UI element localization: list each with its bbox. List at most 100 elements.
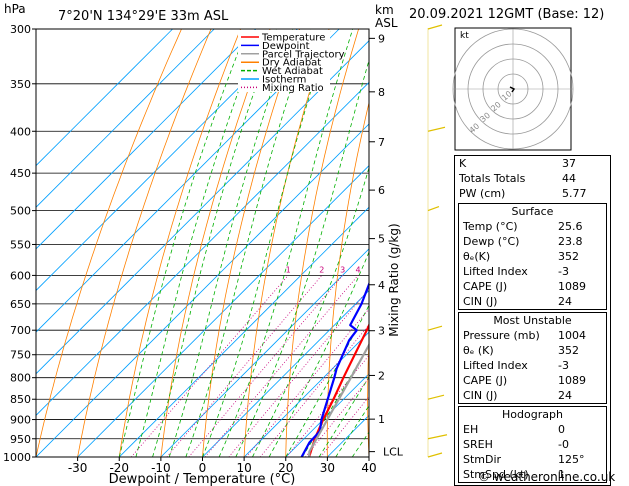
wet-adiabat [218,29,354,457]
legend-entry: Isotherm [262,75,306,86]
dry-adiabat [118,29,241,457]
index-value: 44 [562,172,576,185]
index-row: Totals Totals 44 [455,171,610,186]
hodograph-title: Hodograph [502,408,563,421]
pressure-tick-label: 600 [10,269,31,282]
wet-adiabat [202,29,331,457]
isotherm [202,289,369,457]
surface-title: Surface [511,205,554,218]
x-tick-label: 0 [199,461,207,475]
index-row: Dewp (°C) 23.8 [459,234,606,249]
index-key: CIN (J) [463,295,498,308]
hodograph-rows: EH 0 SREH -0 StmDir 125° StmSpd (kt) 1 [459,422,606,482]
index-value: 352 [558,250,579,263]
isotherm [243,331,369,457]
index-row: K 37 [455,156,610,171]
pressure-tick-label: 550 [10,238,31,251]
wind-barb [427,126,446,132]
index-key: EH [463,423,479,436]
mixing-ratio-line [166,275,323,457]
mixing-ratio-axis-label: Mixing Ratio (g/kg) [387,223,401,336]
km-tick-label: 9 [378,32,385,45]
legend-entry: Dry Adiabat [262,58,321,69]
pressure-tick-label: 700 [10,324,31,337]
wind-barb [427,452,443,458]
km-tick-label: 4 [378,279,385,292]
index-key: CAPE (J) [463,374,508,387]
km-tick-label: 8 [378,86,385,99]
mixing-ratio-line [245,308,369,457]
station-title: 7°20'N 134°29'E 33m ASL [58,9,229,24]
x-tick-label: -10 [151,461,171,475]
isotherm [118,206,369,457]
dry-adiabat [160,29,271,457]
height-unit-km: km [375,3,394,17]
x-axis-label: Dewpoint / Temperature (°C) [109,472,296,486]
index-key: StmSpd (kt) [463,468,529,481]
index-key: PW (cm) [459,187,506,200]
wet-adiabat [285,304,369,457]
wind-barb [427,394,445,400]
index-key: Lifted Index [463,359,528,372]
km-tick-label: 1 [378,413,385,426]
index-value: 1089 [558,280,586,293]
legend-entry: Temperature [261,33,325,44]
wind-barb [427,434,448,440]
legend-entry: Dewpoint [262,41,310,52]
index-key: Totals Totals [459,172,526,185]
index-value: 25.6 [558,220,583,233]
pressure-tick-label: 450 [10,167,31,180]
wet-adiabat [268,251,369,457]
x-tick-label: -20 [109,461,129,475]
unstable-section: Most Unstable Pressure (mb) 1004 θₑ (K) 352… [458,312,607,404]
dry-adiabat [77,29,212,457]
index-key: θₑ (K) [463,344,494,357]
index-key: Temp (°C) [463,220,518,233]
index-row: Temp (°C) 25.6 [459,219,606,234]
pressure-tick-label: 750 [10,349,31,362]
index-value: 0 [558,423,565,436]
x-tick-label: 20 [278,461,293,475]
pressure-unit: hPa [4,2,26,16]
isotherm [36,29,257,250]
index-row: StmDir 125° [459,452,606,467]
index-row: θₑ (K) 352 [459,343,606,358]
legend-entry: Mixing Ratio [262,83,324,94]
index-value: -3 [558,359,569,372]
mixing-ratio-label: 10 [405,265,415,274]
index-row: EH 0 [459,422,606,437]
isotherm [36,29,340,333]
wet-adiabat [318,376,369,457]
index-key: CAPE (J) [463,280,508,293]
dry-adiabat [407,29,447,457]
pressure-tick-label: 400 [10,125,31,138]
km-tick-label: 2 [378,369,385,382]
index-key: StmDir [463,453,502,466]
wind-barb [427,206,440,212]
index-row: θₑ(K) 352 [459,249,606,264]
parcel-trajectory-line [308,342,369,457]
wet-adiabat [135,29,262,457]
wet-adiabat [335,404,369,457]
wind-barb [427,325,443,331]
km-tick-label: 6 [378,184,385,197]
mixing-ratio-label: 6 [378,265,383,274]
isotherm [285,373,369,457]
wet-adiabat [252,166,369,457]
x-tick-label: 10 [236,461,251,475]
wet-adiabat [152,29,278,457]
chart-series [300,281,369,457]
pressure-tick-label: 950 [10,433,31,446]
isotherm [36,81,369,416]
dry-adiabat [619,29,629,457]
isotherm [36,29,215,208]
x-tick-label: -30 [68,461,88,475]
mixing-ratio-label: 1 [286,265,291,274]
indices-top: K 37 Totals Totals 44 PW (cm) 5.77 [455,156,610,201]
pressure-tick-label: 300 [10,23,31,36]
index-key: Pressure (mb) [463,329,540,342]
wet-adiabat [302,343,369,457]
pressure-tick-label: 900 [10,414,31,427]
index-row: Pressure (mb) 1004 [459,328,606,343]
